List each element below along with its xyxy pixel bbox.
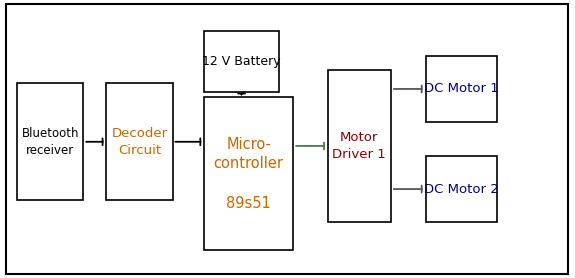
Bar <box>204 31 279 92</box>
Bar <box>426 56 497 122</box>
Text: Micro-
controller

89s51: Micro- controller 89s51 <box>214 136 283 211</box>
Bar <box>204 97 293 250</box>
Bar <box>328 70 391 222</box>
Bar <box>426 156 497 222</box>
Bar <box>106 83 172 200</box>
Text: DC Motor 2: DC Motor 2 <box>424 183 499 195</box>
Text: Motor
Driver 1: Motor Driver 1 <box>332 131 386 161</box>
Text: Bluetooth
receiver: Bluetooth receiver <box>22 127 79 157</box>
Bar <box>17 83 83 200</box>
Text: 12 V Battery: 12 V Battery <box>202 55 281 68</box>
Text: Decoder
Circuit: Decoder Circuit <box>112 127 167 157</box>
Text: DC Motor 1: DC Motor 1 <box>424 83 499 95</box>
